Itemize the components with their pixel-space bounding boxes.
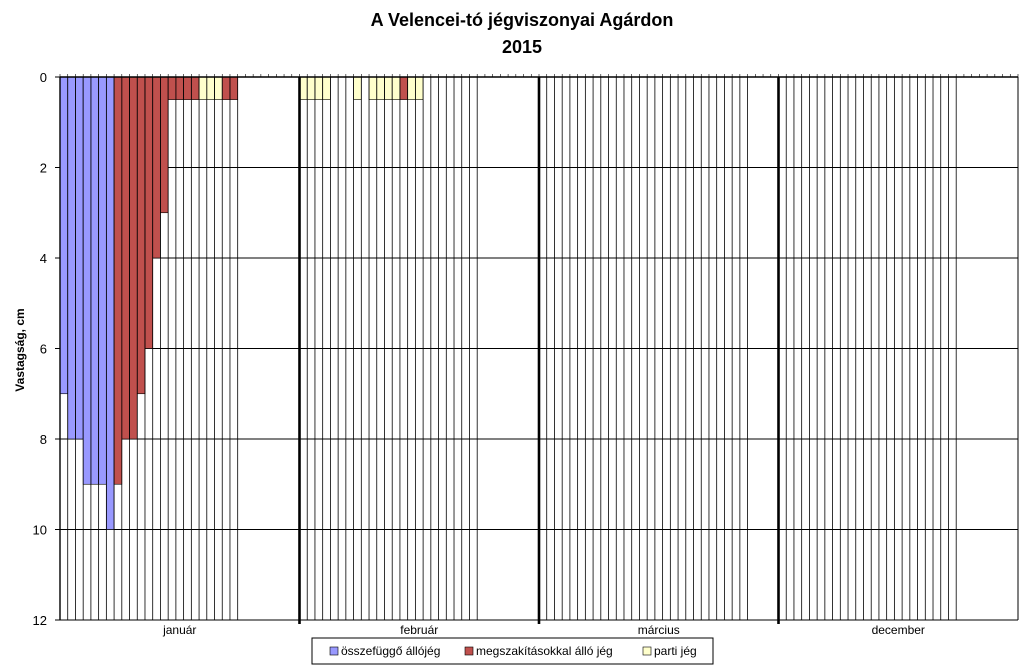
bar [129, 76, 138, 440]
bar [322, 76, 331, 100]
bar [407, 76, 416, 100]
bar [59, 76, 69, 395]
bar [90, 76, 99, 485]
bar [183, 76, 192, 100]
bar [415, 76, 424, 100]
y-tick-label: 0 [40, 70, 47, 85]
legend-swatch [642, 646, 652, 656]
month-label: március [638, 623, 680, 637]
y-tick-label: 8 [40, 432, 47, 447]
bar [306, 76, 316, 100]
bar [160, 76, 169, 214]
bar [368, 76, 378, 100]
bar [384, 76, 393, 100]
legend-label: parti jég [654, 644, 697, 658]
chart-title: A Velencei-tó jégviszonyai Agárdon [371, 10, 674, 30]
legend-label: összefüggő állójég [341, 644, 440, 658]
y-tick-labels: 0 2 4 6 8 10 12 [33, 70, 60, 628]
bar [206, 76, 215, 100]
month-labels: január február március december [162, 623, 925, 637]
bar [75, 76, 84, 440]
bar [221, 76, 231, 100]
bar [82, 76, 92, 485]
bar [229, 76, 238, 100]
y-tick-label: 6 [40, 342, 47, 357]
legend-swatch [464, 646, 474, 656]
bar [314, 76, 323, 100]
bar [152, 76, 161, 259]
bar [144, 76, 154, 349]
legend-swatch [329, 646, 339, 656]
y-tick-label: 12 [33, 613, 47, 628]
bar [376, 76, 385, 100]
bar [391, 76, 401, 100]
legend-box [311, 637, 714, 665]
month-label: február [400, 623, 438, 637]
month-label: január [162, 623, 196, 637]
bar [198, 76, 208, 100]
bar [121, 76, 130, 440]
legend-label: megszakításokkal álló jég [476, 644, 613, 658]
bar [353, 76, 362, 100]
day-column-lines [59, 74, 1019, 624]
y-tick-label: 10 [33, 523, 47, 538]
bar [214, 76, 223, 100]
bar [175, 76, 184, 100]
bar [191, 76, 200, 100]
month-label: december [872, 623, 925, 637]
chart-subtitle: 2015 [502, 37, 542, 57]
bar [106, 76, 115, 530]
y-axis-label: Vastagság, cm [13, 308, 27, 391]
bar [399, 76, 408, 100]
bar [136, 76, 146, 395]
bar [167, 76, 177, 100]
y-tick-label: 2 [40, 161, 47, 176]
y-tick-label: 4 [40, 251, 47, 266]
legend: összefüggő állójég megszakításokkal álló … [311, 637, 714, 665]
bar [67, 76, 76, 440]
bar [98, 76, 107, 485]
bar [113, 76, 123, 485]
